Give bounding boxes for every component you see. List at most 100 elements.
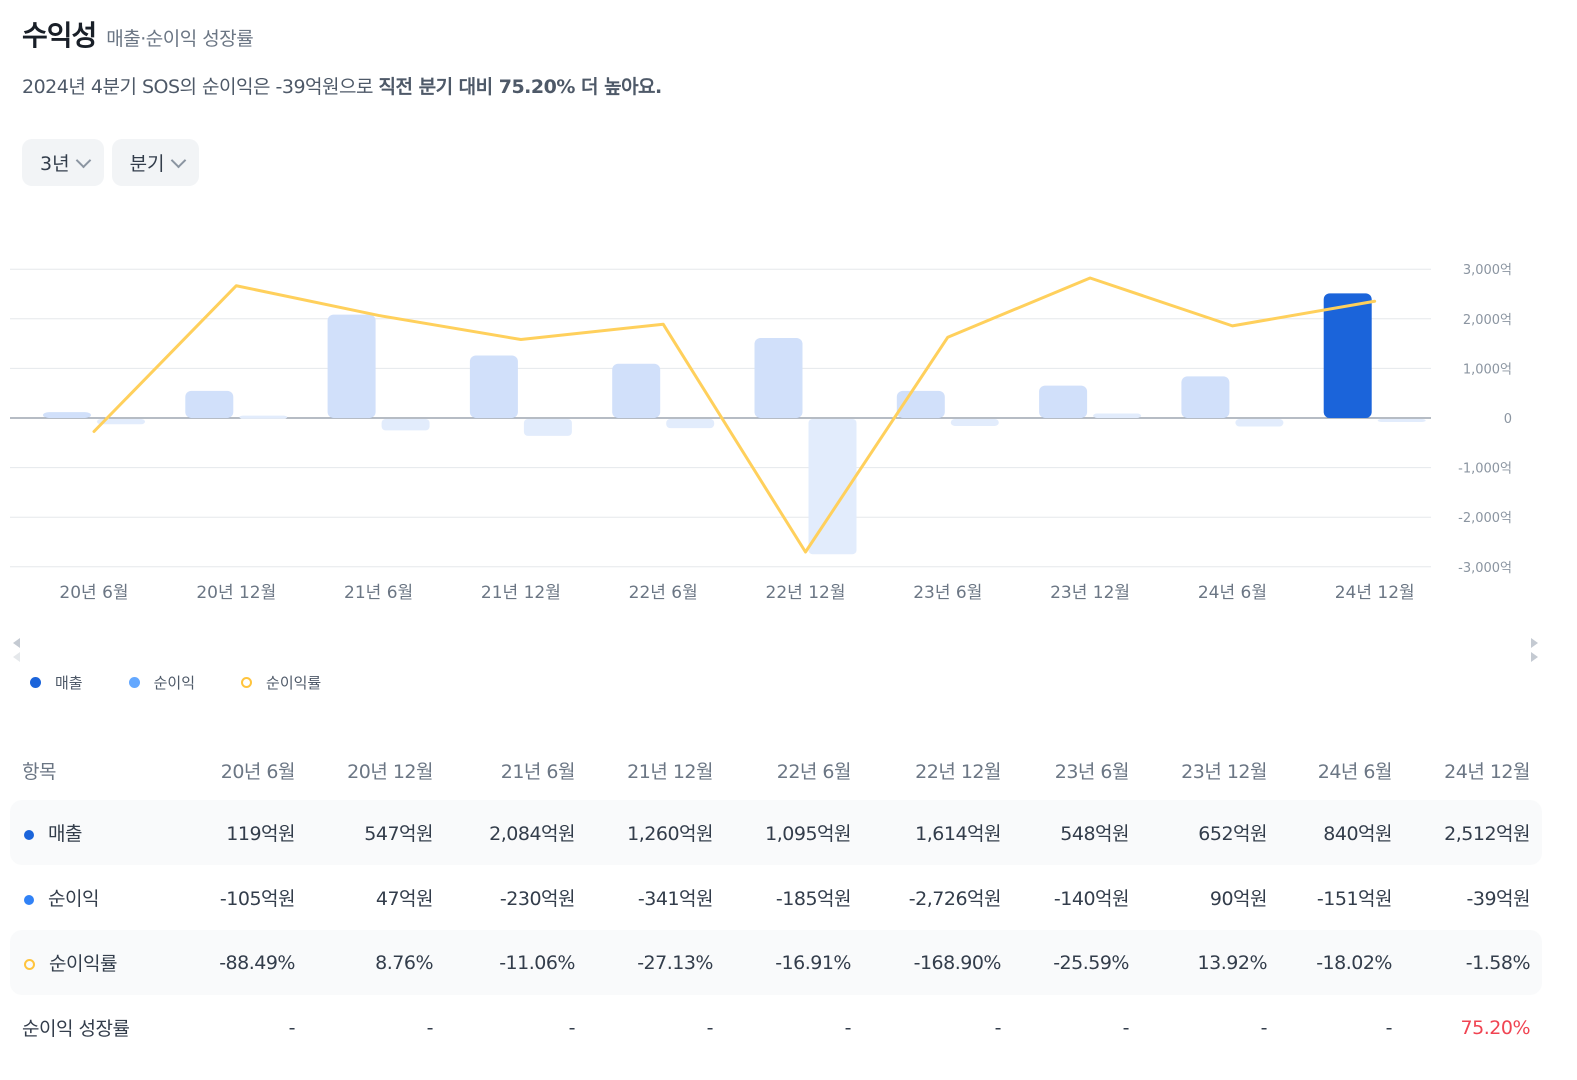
table-cell: - (844, 1016, 852, 1039)
legend-net-margin[interactable]: 순이익률 (241, 672, 321, 693)
scroll-left-icon[interactable] (13, 638, 20, 648)
net-income-bar (381, 419, 430, 431)
legend-revenue-label: 매출 (55, 674, 83, 692)
table-cell: -105억원 (219, 888, 296, 910)
table-row-revenue: 매출 119억원 547억원 2,084억원 1,260억원 1,095억원 1… (10, 800, 1542, 865)
x-tick-label: 23년 12월 (1050, 583, 1130, 603)
table-cell: 548억원 (1001, 800, 1130, 865)
net-income-dot-icon (24, 894, 34, 905)
table-cell: 840억원 (1267, 800, 1393, 865)
x-tick-label: 20년 12월 (196, 583, 276, 603)
table-cell: -39억원 (1466, 888, 1531, 910)
summary-highlight: 직전 분기 대비 75.20% 더 높아요. (378, 76, 663, 98)
table-column-header: 21년 6월 (500, 760, 576, 783)
table-cell: - (426, 1016, 434, 1039)
row-label-cell: 순이익 (10, 865, 186, 930)
chevron-down-icon (170, 152, 186, 168)
x-tick-label: 20년 6월 (59, 583, 128, 603)
row-label: 순이익 성장률 (22, 1018, 130, 1040)
table-cell: 8.76% (295, 930, 434, 995)
legend-revenue[interactable]: 매출 (30, 672, 83, 693)
net-income-bar (1377, 419, 1426, 422)
row-label-cell: 매출 (10, 800, 186, 865)
period-dropdown-label: 3년 (40, 153, 70, 175)
revenue-bar (327, 314, 376, 418)
table-cell: 90억원 (1209, 888, 1268, 910)
net-income-bar (808, 419, 857, 555)
table-cell: - (1385, 1016, 1393, 1039)
revenue-bar (43, 412, 91, 418)
table-column-header: 20년 12월 (347, 760, 433, 783)
x-tick-label: 22년 6월 (629, 583, 698, 603)
section-subtitle: 매출·순이익 성장률 (106, 28, 254, 50)
revenue-bar (1323, 293, 1372, 418)
table-cell: 652억원 (1129, 800, 1268, 865)
x-tick-label: 21년 6월 (344, 583, 413, 603)
table-cell: - (706, 1016, 714, 1039)
scroll-right-icon[interactable] (1531, 638, 1538, 648)
table-cell: -27.13% (575, 930, 714, 995)
table-cell: - (1122, 1016, 1130, 1039)
table-cell: 119억원 (186, 800, 296, 865)
net-margin-line (92, 276, 1377, 554)
y-tick-label: 2,000억 (1463, 313, 1512, 328)
row-label: 순이익률 (49, 953, 117, 975)
y-tick-label: -2,000억 (1458, 511, 1512, 526)
net-income-bar (239, 415, 288, 419)
table-cell: 1,614억원 (851, 800, 1002, 865)
net-income-bar (523, 419, 572, 436)
revenue-bar (469, 355, 518, 418)
revenue-bar (1039, 385, 1088, 418)
table-cell: - (288, 1016, 296, 1039)
unit-dropdown[interactable]: 분기 (111, 139, 199, 186)
table-cell: - (568, 1016, 576, 1039)
net-income-bar (950, 419, 999, 426)
legend-net-income[interactable]: 순이익 (128, 672, 196, 693)
y-tick-label: -3,000억 (1458, 561, 1512, 576)
summary-text: 2024년 4분기 SOS의 순이익은 -39억원으로 직전 분기 대비 75.… (22, 72, 662, 99)
revenue-bar (612, 363, 661, 418)
table-cell: 13.92% (1129, 930, 1268, 995)
chevron-down-icon (75, 152, 91, 168)
profitability-chart: 3,000억 2,000억 1,000억 0 -1,000억 -2,000억 -3,000억… (10, 263, 1512, 603)
net-income-bar (97, 419, 145, 425)
table-cell: -151억원 (1316, 888, 1393, 910)
x-tick-label: 24년 6월 (1198, 583, 1267, 603)
financial-table: 항목 20년 6월 20년 12월 21년 6월 21년 12월 22년 6월 … (10, 740, 1542, 1060)
table-cell: 1,260억원 (575, 800, 714, 865)
scroll-right-icon[interactable] (1531, 652, 1538, 662)
table-header-row: 항목 20년 6월 20년 12월 21년 6월 21년 12월 22년 6월 … (10, 740, 1542, 800)
x-tick-label: 22년 12월 (766, 583, 846, 603)
table-cell: 1,095억원 (713, 800, 852, 865)
y-tick-label: 3,000억 (1463, 263, 1512, 278)
y-tick-label: -1,000억 (1458, 462, 1512, 477)
x-tick-label: 23년 6월 (913, 583, 982, 603)
table-column-header: 23년 6월 (1054, 760, 1130, 783)
table-cell: -16.91% (713, 930, 852, 995)
table-cell: -1.58% (1392, 930, 1542, 995)
net-income-bar (1235, 419, 1284, 427)
table-cell: -140억원 (1053, 888, 1130, 910)
chart-legend: 매출 순이익 순이익률 (30, 672, 367, 693)
table-row-net-margin: 순이익률 -88.49% 8.76% -11.06% -27.13% -16.9… (10, 930, 1542, 995)
y-tick-label: 1,000억 (1463, 362, 1512, 377)
table-column-header: 20년 6월 (220, 760, 296, 783)
scroll-left-icon[interactable] (13, 652, 20, 662)
table-cell: 2,084억원 (433, 800, 576, 865)
table-column-header: 22년 12월 (915, 760, 1001, 783)
net-income-bar (666, 419, 715, 429)
revenue-bar (754, 337, 803, 418)
legend-net-income-label: 순이익 (153, 674, 196, 692)
table-column-header: 24년 6월 (1317, 760, 1393, 783)
section-header: 수익성 매출·순이익 성장률 (22, 14, 254, 54)
period-dropdown[interactable]: 3년 (22, 139, 104, 186)
table-cell: -11.06% (433, 930, 576, 995)
net-margin-ring-icon (24, 959, 35, 970)
legend-net-margin-label: 순이익률 (266, 674, 322, 692)
revenue-bar (185, 390, 234, 418)
table-cell: -88.49% (186, 930, 296, 995)
revenue-dot-icon (30, 677, 41, 688)
net-income-bar (1093, 413, 1142, 418)
unit-dropdown-label: 분기 (129, 153, 165, 175)
row-label-cell: 순이익률 (10, 930, 186, 995)
